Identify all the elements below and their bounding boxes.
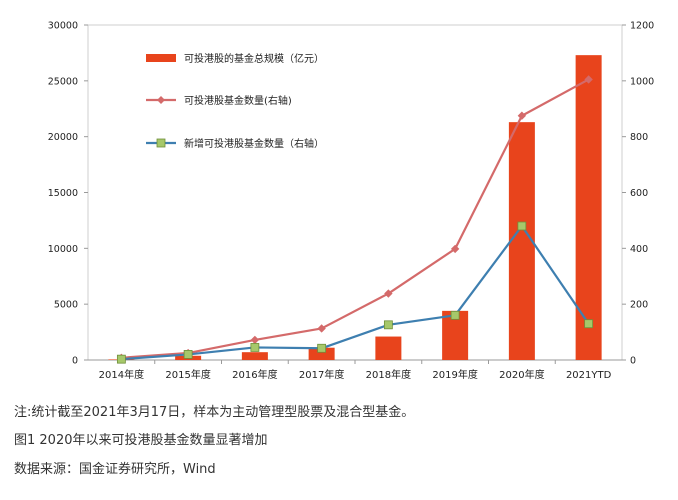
legend-marker-square (156, 138, 166, 148)
bar-fund-size (575, 55, 602, 361)
point-new-fund-count (383, 320, 393, 330)
point-new-fund-count (183, 350, 193, 359)
series-line (121, 78, 590, 359)
series-line (121, 224, 590, 361)
point-fund-count (450, 244, 460, 254)
x-tick-label: 2019年度 (432, 368, 477, 381)
y-right-tick-label: 1200 (630, 21, 654, 32)
y-left-tick-label: 20000 (48, 132, 78, 143)
y-right-tick-label: 400 (630, 244, 648, 255)
y-right-tick-label: 600 (630, 188, 648, 199)
plot-frame (87, 24, 623, 361)
bar-fund-size (241, 352, 268, 360)
point-fund-count (584, 75, 593, 84)
point-fund-count (317, 324, 326, 333)
x-tick-label: 2015年度 (165, 368, 210, 381)
x-tick-label: 2021YTD (566, 370, 612, 381)
chart: 0 5000 10000 15000 20000 25000 30000 0 200 400 600… (48, 21, 654, 382)
point-new-fund-count (317, 343, 327, 353)
bar-fund-size (308, 347, 335, 360)
data-source: 数据来源：国金证券研究所，Wind (14, 462, 216, 477)
x-tick-label: 2018年度 (366, 368, 411, 381)
point-new-fund-count (116, 354, 126, 364)
legend-label: 可投港股的基金总规模（亿元） (184, 52, 324, 65)
bar-fund-size (375, 336, 402, 360)
point-fund-count (517, 111, 527, 120)
point-fund-count (384, 289, 393, 298)
y-right-tick-label: 800 (630, 132, 648, 143)
y-left-tick-label: 5000 (54, 300, 78, 311)
legend-swatch-bar (146, 54, 176, 62)
legend-label: 新增可投港股基金数量（右轴） (184, 137, 324, 150)
y-left-tick-label: 10000 (48, 244, 78, 255)
y-left-tick-label: 0 (72, 356, 78, 367)
x-tick-label: 2016年度 (232, 368, 277, 381)
x-tick-label: 2020年度 (499, 368, 544, 381)
y-left-tick-label: 15000 (48, 188, 78, 199)
bar-fund-size (508, 122, 535, 361)
point-new-fund-count (584, 319, 594, 329)
point-new-fund-count (450, 310, 460, 320)
legend-marker-diamond (157, 96, 165, 104)
x-tick-label: 2014年度 (99, 368, 144, 381)
y-left-tick-label: 30000 (48, 21, 78, 32)
point-new-fund-count (517, 221, 527, 231)
figure-caption: 图1 2020年以来可投港股基金数量显著增加 (14, 433, 268, 448)
x-tick-label: 2017年度 (299, 368, 344, 381)
y-right-tick-label: 1000 (630, 76, 654, 87)
y-right-tick-label: 200 (630, 300, 648, 311)
legend-label: 可投港股基金数量(右轴) (184, 94, 292, 107)
y-left-tick-label: 25000 (48, 76, 78, 87)
point-fund-count (250, 335, 260, 345)
point-new-fund-count (250, 343, 260, 352)
y-right-tick-label: 0 (630, 356, 636, 367)
footnote: 注:统计截至2021年3月17日，样本为主动管理型股票及混合型基金。 (14, 405, 415, 420)
